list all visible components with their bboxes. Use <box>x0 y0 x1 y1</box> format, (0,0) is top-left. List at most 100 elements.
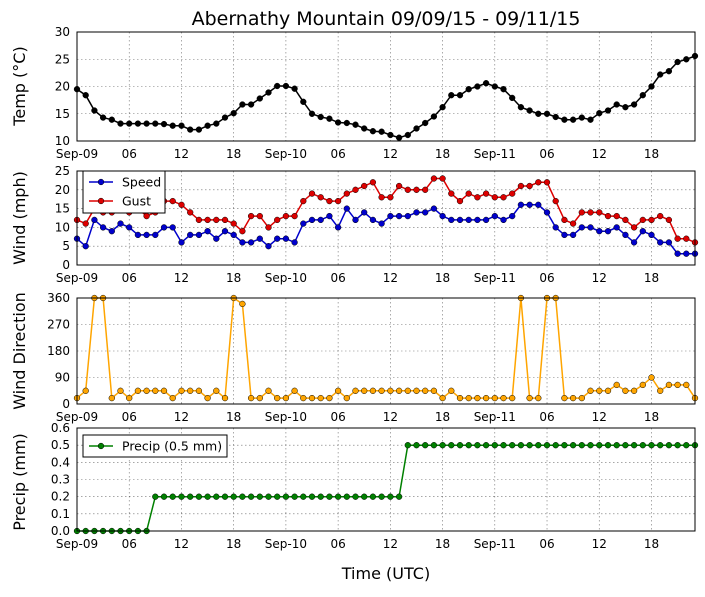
data-point <box>308 394 316 402</box>
y-tick-label: 0.6 <box>51 421 70 435</box>
data-point <box>334 119 342 126</box>
data-point <box>578 209 585 216</box>
x-tick-label: 12 <box>383 271 398 285</box>
y-axis-label: Wind (mph) <box>10 171 29 265</box>
data-point <box>204 493 211 500</box>
data-point <box>561 394 568 402</box>
x-axis-label: Time (UTC) <box>341 564 430 583</box>
data-point <box>343 190 350 197</box>
data-point <box>221 493 229 500</box>
data-point <box>500 86 507 93</box>
data-point <box>99 224 107 231</box>
data-point <box>665 239 673 246</box>
data-point <box>500 216 507 224</box>
x-tick-label: 06 <box>330 537 345 551</box>
data-point <box>221 114 229 121</box>
series-wind-direction <box>73 294 699 402</box>
data-point <box>213 120 220 127</box>
x-tick-label: 18 <box>644 537 659 551</box>
x-tick-label: Sep-09 <box>56 271 98 285</box>
data-point <box>308 110 316 117</box>
data-point <box>430 175 438 182</box>
data-point <box>239 228 246 235</box>
data-point <box>543 209 551 216</box>
data-point <box>274 394 281 402</box>
data-point <box>369 128 377 135</box>
data-point <box>291 239 298 246</box>
data-point <box>326 197 333 205</box>
data-point <box>657 239 664 246</box>
data-point <box>204 122 211 129</box>
panel-wind: 0 5 10 15 20 25 Sep-09 06 12 18 Sep-10 06 12 18 Sep-11… <box>10 164 699 285</box>
data-point <box>160 120 168 128</box>
data-point <box>474 194 481 201</box>
x-tick-label: 18 <box>644 410 659 424</box>
data-point <box>334 387 342 394</box>
x-tick-label: Sep-11 <box>474 410 516 424</box>
data-point <box>82 387 89 394</box>
x-tick-label: 12 <box>174 147 189 161</box>
data-point <box>343 119 350 127</box>
legend-label: Speed <box>122 175 161 190</box>
data-point <box>491 442 498 449</box>
data-point <box>526 182 533 190</box>
data-point <box>404 186 411 193</box>
data-point <box>187 209 194 216</box>
y-tick-label: 5 <box>62 239 70 253</box>
data-point <box>99 114 107 121</box>
data-point <box>456 394 464 402</box>
data-point <box>274 216 281 224</box>
y-tick-label: 0 <box>62 258 70 272</box>
data-point <box>378 128 385 135</box>
data-point <box>230 110 237 117</box>
x-tick-label: 06 <box>122 271 137 285</box>
plot-frame <box>76 427 696 532</box>
data-point <box>265 224 272 231</box>
x-tick-label: 12 <box>383 147 398 161</box>
data-point <box>604 387 612 394</box>
plot-frame <box>76 297 696 405</box>
x-tick-label: 18 <box>435 537 450 551</box>
data-point <box>369 387 377 394</box>
data-point <box>343 493 350 500</box>
data-point <box>622 442 629 449</box>
data-point <box>126 224 133 231</box>
x-tick-label: Sep-10 <box>265 537 307 551</box>
data-point <box>639 92 646 99</box>
data-point <box>361 209 368 216</box>
data-point <box>326 493 333 500</box>
y-tick-label: 180 <box>47 344 70 358</box>
x-tick-label: Sep-10 <box>265 410 307 424</box>
data-point <box>491 194 498 201</box>
data-point <box>422 442 429 449</box>
data-point <box>274 493 281 500</box>
data-point <box>648 374 655 381</box>
data-point <box>91 107 98 114</box>
data-point <box>160 387 168 394</box>
data-point <box>569 442 577 449</box>
data-point <box>613 212 620 220</box>
plot-frame <box>76 170 696 266</box>
x-tick-label: 12 <box>174 271 189 285</box>
data-point <box>247 394 255 402</box>
x-tick-label: 06 <box>122 410 137 424</box>
data-point <box>221 228 229 235</box>
data-point <box>552 113 559 121</box>
data-point <box>543 179 551 186</box>
data-point <box>300 98 307 105</box>
data-point <box>430 442 438 449</box>
data-point <box>596 209 603 216</box>
data-point <box>195 493 203 500</box>
data-point <box>535 110 542 117</box>
data-point <box>448 92 455 99</box>
data-point <box>343 205 350 212</box>
data-point <box>474 394 481 402</box>
data-point <box>535 442 542 449</box>
data-point <box>543 110 551 117</box>
data-point <box>639 216 646 224</box>
panel-direction: 0 90 180 270 360 Sep-09 06 12 18 Sep-10 06 12 18 Sep-… <box>10 291 699 424</box>
data-point <box>247 101 255 108</box>
data-point <box>517 182 525 190</box>
data-point <box>117 120 124 127</box>
